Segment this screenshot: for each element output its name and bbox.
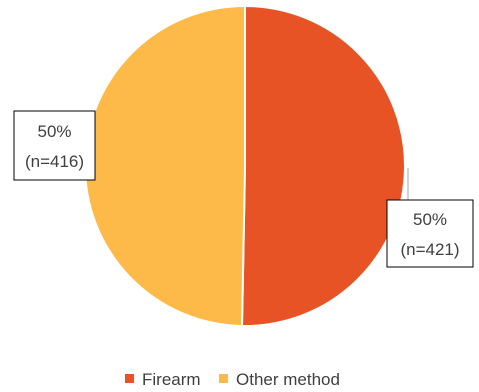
legend-label-other-method: Other method [236,370,340,389]
firearm-percent-label: 50% [413,210,447,229]
other-method-data-label: 50% (n=416) [13,110,96,181]
pie-slice-firearm [240,4,406,327]
other-method-percent-label: 50% [37,122,71,141]
pie-slice-other-method [83,4,246,327]
firearm-count-label: (n=421) [400,240,459,259]
other-method-count-label: (n=416) [25,152,84,171]
legend-label-firearm: Firearm [142,370,201,389]
legend-swatch-firearm [125,374,134,383]
legend-swatch-other-method [219,374,228,383]
pie-slices [83,4,406,327]
firearm-data-label: 50% (n=421) [386,199,474,268]
legend: Firearm Other method [125,370,340,389]
